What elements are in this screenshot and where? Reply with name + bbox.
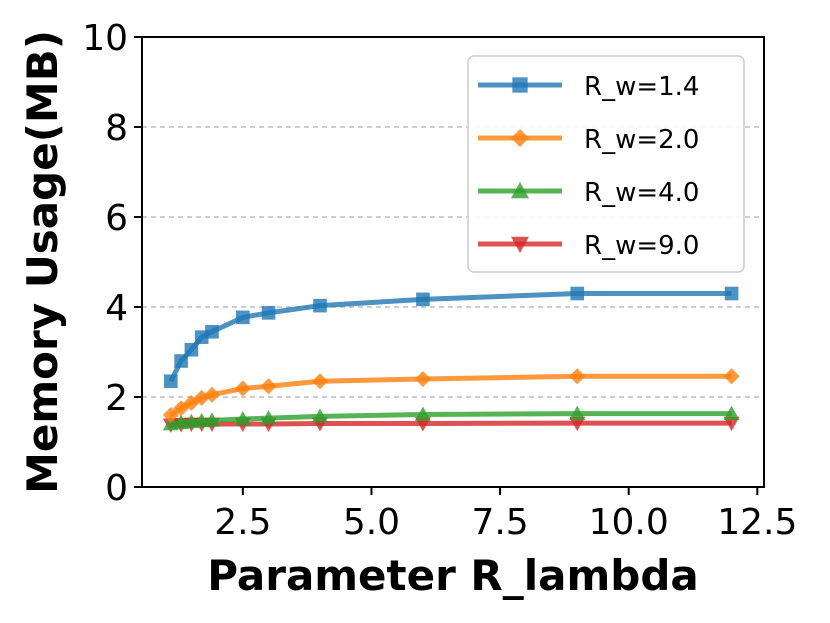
y-axis-title: Memory Usage(MB) [18,30,67,494]
data-point [260,378,277,395]
legend-marker [512,77,528,93]
y-tick-label: 8 [105,108,128,149]
grid-lines [142,126,764,398]
series-line [169,373,732,418]
series-R_w=1.4 [164,286,739,389]
data-point [312,408,329,423]
legend-marker [511,236,529,253]
x-tick-label: 2.5 [214,502,271,543]
data-point [205,324,219,339]
legend-label: R_w=2.0 [584,125,699,155]
data-point [724,286,739,301]
data-point [569,368,586,385]
legend-marker [511,129,529,147]
legend-item: R_w=1.4 [478,72,699,102]
data-point [723,368,740,385]
y-tick-label: 0 [105,468,128,509]
data-point [261,306,276,320]
legend-item: R_w=9.0 [478,231,699,261]
series-R_w=4.0 [162,405,740,431]
legend-box [467,55,745,273]
y-axis-ticks: 0 2 4 6 8 10 [82,18,142,509]
data-point [569,405,586,421]
y-tick-label: 2 [105,378,128,419]
data-point [312,373,329,390]
data-point [414,371,431,387]
x-axis-ticks: 2.5 5.0 7.5 10.0 12.5 [214,487,797,543]
series-layer [162,286,740,433]
data-point [162,407,179,423]
data-point [203,412,220,427]
data-point [203,386,220,403]
x-tick-label: 5.0 [343,502,400,543]
series-R_w=2.0 [162,368,740,423]
data-point [164,374,178,389]
x-tick-label: 10.0 [589,502,669,543]
x-tick-label: 7.5 [471,502,528,543]
data-point [234,411,251,426]
legend-label: R_w=9.0 [584,231,699,261]
series-line [170,420,732,428]
data-point [570,286,585,301]
data-point [194,330,209,344]
data-point [723,405,740,421]
y-tick-label: 6 [105,198,128,239]
data-point [193,412,210,428]
data-point [184,342,199,357]
plot-area-frame [141,36,765,488]
data-point [260,410,277,425]
legend-marker [511,182,529,199]
legend-item: R_w=2.0 [478,125,699,155]
data-point [569,416,586,432]
legend-item: R_w=4.0 [478,178,699,208]
legend-label: R_w=1.4 [584,72,699,102]
data-point [416,292,430,307]
legend-label: R_w=4.0 [584,178,699,208]
data-point [174,354,188,368]
x-tick-label: 12.5 [717,502,797,543]
data-point [313,298,327,313]
data-point [234,380,251,397]
y-tick-label: 4 [105,288,128,329]
x-axis-title: Parameter R_lambda [207,551,699,600]
legend: R_w=1.4 R_w=2.0 R_w=4.0 R_w=9.0 [467,55,745,273]
data-point [723,416,740,432]
y-tick-label: 10 [82,18,128,59]
data-point [414,406,431,421]
data-point [236,310,250,325]
